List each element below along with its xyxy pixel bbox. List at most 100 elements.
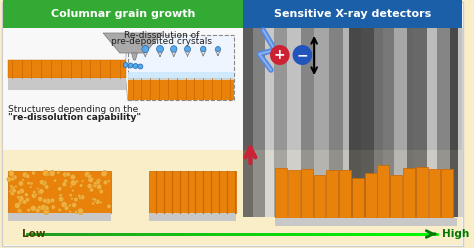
Bar (287, 28, 301, 217)
Circle shape (61, 194, 63, 196)
Circle shape (37, 196, 43, 202)
Circle shape (30, 182, 33, 185)
Bar (437, 28, 450, 217)
Circle shape (64, 206, 69, 211)
Circle shape (59, 194, 62, 197)
Text: +: + (274, 48, 286, 62)
Circle shape (25, 198, 29, 202)
Circle shape (43, 208, 49, 215)
Circle shape (33, 190, 36, 194)
Circle shape (31, 193, 36, 198)
Bar (327, 170, 338, 218)
Text: Low: Low (22, 229, 45, 239)
Text: Structures depending on the: Structures depending on the (8, 105, 138, 114)
Circle shape (84, 171, 90, 177)
Bar (244, 28, 463, 217)
Circle shape (54, 179, 56, 182)
Bar (413, 28, 427, 217)
Bar (275, 168, 287, 218)
Circle shape (101, 171, 107, 177)
Circle shape (9, 171, 14, 176)
Circle shape (133, 63, 138, 68)
Circle shape (93, 182, 98, 186)
Circle shape (50, 198, 55, 203)
Bar (3, 28, 244, 245)
Bar (149, 171, 236, 213)
Circle shape (19, 209, 22, 212)
Circle shape (10, 186, 16, 191)
Circle shape (18, 195, 24, 202)
Bar (149, 213, 236, 221)
Circle shape (93, 198, 97, 202)
FancyBboxPatch shape (128, 35, 234, 100)
Circle shape (74, 210, 77, 213)
Circle shape (88, 175, 91, 178)
Circle shape (71, 174, 75, 179)
Text: Sensitive X-ray detectors: Sensitive X-ray detectors (274, 9, 431, 19)
Bar (374, 28, 383, 217)
Text: Columnar grain growth: Columnar grain growth (51, 9, 195, 19)
Bar (450, 28, 458, 217)
Circle shape (156, 45, 164, 53)
Circle shape (68, 174, 71, 177)
Circle shape (70, 185, 73, 188)
Circle shape (17, 190, 21, 194)
Circle shape (57, 171, 60, 174)
Circle shape (46, 173, 49, 176)
Bar (428, 169, 440, 218)
Bar (416, 167, 428, 218)
Circle shape (98, 185, 102, 188)
Circle shape (107, 180, 110, 183)
Circle shape (73, 197, 78, 202)
Circle shape (63, 172, 68, 177)
Circle shape (22, 179, 24, 181)
Circle shape (123, 62, 128, 67)
Circle shape (51, 205, 55, 209)
Circle shape (32, 171, 36, 175)
Bar (265, 28, 274, 217)
Circle shape (91, 176, 93, 179)
Bar (314, 175, 326, 218)
Circle shape (14, 203, 20, 209)
Bar (128, 72, 234, 80)
Bar (394, 28, 408, 217)
Circle shape (201, 46, 206, 52)
Circle shape (94, 184, 97, 187)
Circle shape (92, 198, 95, 201)
Circle shape (10, 174, 14, 177)
Circle shape (18, 208, 22, 213)
Bar (377, 165, 389, 218)
Circle shape (45, 206, 49, 211)
Circle shape (40, 204, 46, 211)
Circle shape (24, 193, 28, 197)
Bar (427, 28, 437, 217)
Circle shape (46, 198, 51, 204)
Bar (8, 213, 111, 221)
Bar (128, 78, 234, 100)
Circle shape (75, 180, 79, 183)
Bar (365, 173, 376, 218)
Circle shape (70, 180, 76, 186)
Text: Re-dissolution of: Re-dissolution of (124, 31, 200, 39)
Circle shape (12, 175, 17, 180)
Circle shape (57, 187, 62, 191)
Circle shape (17, 196, 20, 199)
Circle shape (39, 180, 44, 185)
Circle shape (43, 170, 49, 176)
Circle shape (72, 202, 77, 208)
Bar (329, 28, 343, 217)
Circle shape (103, 180, 108, 185)
Circle shape (10, 191, 15, 196)
Bar (8, 78, 126, 90)
Circle shape (69, 193, 73, 197)
Circle shape (62, 182, 67, 187)
Bar (343, 28, 348, 217)
Bar (244, 28, 253, 217)
Circle shape (138, 64, 143, 69)
Circle shape (70, 174, 76, 180)
Circle shape (43, 198, 47, 203)
Bar (301, 169, 313, 218)
Text: "re-dissolution capability": "re-dissolution capability" (8, 113, 141, 122)
Circle shape (69, 204, 72, 207)
Bar (253, 28, 265, 217)
